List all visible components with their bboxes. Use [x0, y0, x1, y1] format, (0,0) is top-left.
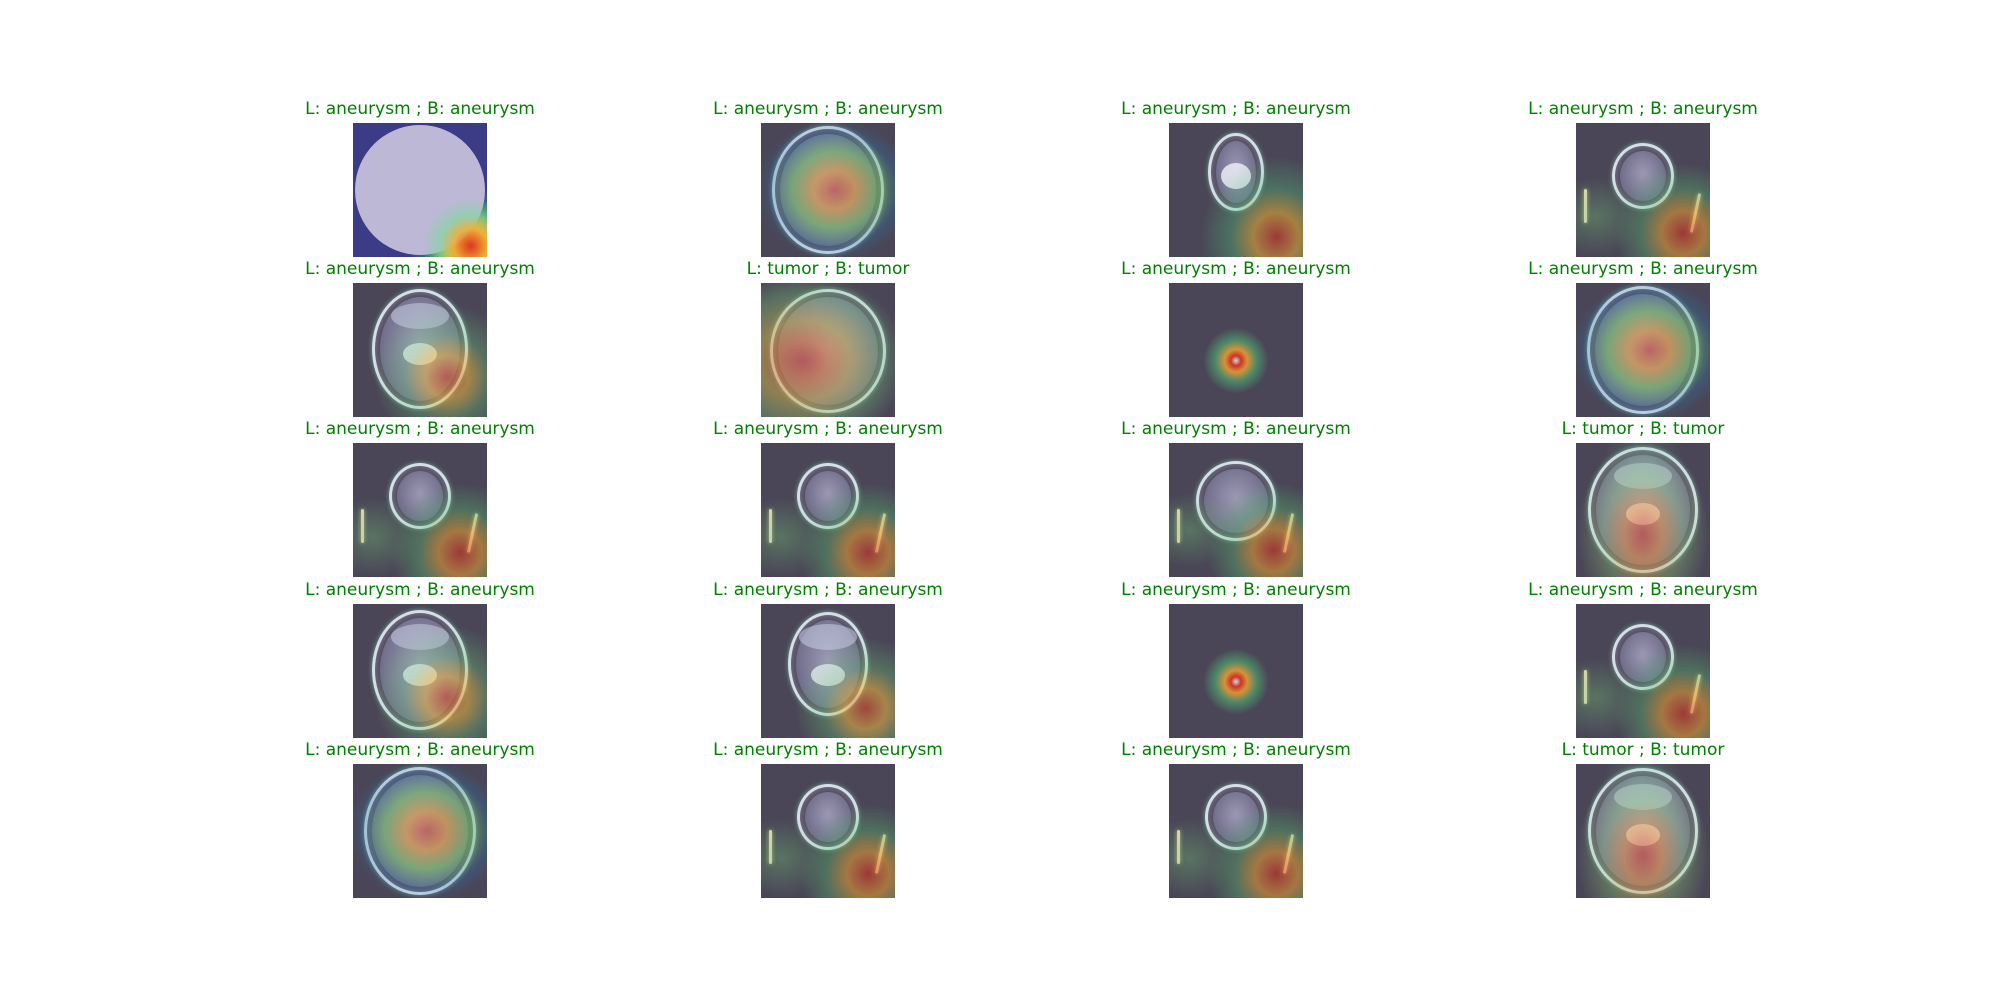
ct-heatmap-image [353, 123, 487, 257]
ct-heatmap-image [1576, 604, 1710, 738]
panel: L: aneurysm ; B: aneurysm [1036, 417, 1436, 577]
ct-heatmap-image [761, 123, 895, 257]
panel-caption: L: tumor ; B: tumor [1561, 419, 1725, 439]
panel-caption: L: aneurysm ; B: aneurysm [713, 580, 943, 600]
panel-caption: L: aneurysm ; B: aneurysm [1121, 580, 1351, 600]
heatmap-overlay [353, 443, 487, 577]
panel-caption: L: aneurysm ; B: aneurysm [305, 580, 535, 600]
panel: L: aneurysm ; B: aneurysm [628, 417, 1028, 577]
ct-heatmap-image [1576, 443, 1710, 577]
heatmap-overlay [761, 604, 895, 738]
panel: L: aneurysm ; B: aneurysm [1036, 257, 1436, 417]
ct-heatmap-image [1576, 123, 1710, 257]
panel-caption: L: tumor ; B: tumor [746, 259, 910, 279]
panel-caption: L: aneurysm ; B: aneurysm [1121, 419, 1351, 439]
panel-caption: L: aneurysm ; B: aneurysm [305, 259, 535, 279]
heatmap-overlay [353, 764, 487, 898]
panel-caption: L: aneurysm ; B: aneurysm [713, 740, 943, 760]
panel: L: aneurysm ; B: aneurysm [220, 417, 620, 577]
heatmap-overlay [353, 123, 487, 257]
ct-heatmap-image [761, 764, 895, 898]
panel-caption: L: aneurysm ; B: aneurysm [305, 740, 535, 760]
panel-caption: L: aneurysm ; B: aneurysm [305, 99, 535, 119]
panel-caption: L: aneurysm ; B: aneurysm [1528, 99, 1758, 119]
panel: L: aneurysm ; B: aneurysm [1036, 578, 1436, 738]
heatmap-overlay [1169, 123, 1303, 257]
ct-heatmap-image [761, 283, 895, 417]
heatmap-overlay [1169, 443, 1303, 577]
ct-heatmap-image [1169, 283, 1303, 417]
panel: L: aneurysm ; B: aneurysm [1443, 578, 1843, 738]
panel: L: aneurysm ; B: aneurysm [628, 738, 1028, 898]
panel: L: aneurysm ; B: aneurysm [628, 97, 1028, 257]
heatmap-overlay [1169, 283, 1303, 417]
panel: L: aneurysm ; B: aneurysm [1443, 97, 1843, 257]
heatmap-overlay [1169, 604, 1303, 738]
panel: L: aneurysm ; B: aneurysm [220, 97, 620, 257]
ct-heatmap-image [761, 443, 895, 577]
panel-caption: L: aneurysm ; B: aneurysm [713, 99, 943, 119]
heatmap-overlay [1576, 443, 1710, 577]
panel-caption: L: aneurysm ; B: aneurysm [713, 419, 943, 439]
heatmap-overlay [761, 764, 895, 898]
heatmap-overlay [761, 283, 895, 417]
ct-heatmap-image [1169, 123, 1303, 257]
panel-caption: L: aneurysm ; B: aneurysm [1528, 259, 1758, 279]
heatmap-overlay [1169, 764, 1303, 898]
heatmap-overlay [1576, 764, 1710, 898]
ct-heatmap-image [1576, 283, 1710, 417]
panel: L: aneurysm ; B: aneurysm [220, 738, 620, 898]
heatmap-overlay [761, 123, 895, 257]
panel-caption: L: tumor ; B: tumor [1561, 740, 1725, 760]
heatmap-overlay [1576, 283, 1710, 417]
panel-caption: L: aneurysm ; B: aneurysm [1121, 259, 1351, 279]
ct-heatmap-image [353, 604, 487, 738]
ct-heatmap-image [1169, 764, 1303, 898]
panel: L: aneurysm ; B: aneurysm [1443, 257, 1843, 417]
heatmap-overlay [761, 443, 895, 577]
panel: L: tumor ; B: tumor [1443, 417, 1843, 577]
ct-heatmap-image [1576, 764, 1710, 898]
heatmap-overlay [353, 604, 487, 738]
panel: L: aneurysm ; B: aneurysm [628, 578, 1028, 738]
ct-heatmap-image [353, 764, 487, 898]
ct-heatmap-image [1169, 604, 1303, 738]
ct-heatmap-image [353, 443, 487, 577]
panel-caption: L: aneurysm ; B: aneurysm [305, 419, 535, 439]
ct-heatmap-image [1169, 443, 1303, 577]
panel: L: aneurysm ; B: aneurysm [220, 578, 620, 738]
panel: L: aneurysm ; B: aneurysm [220, 257, 620, 417]
panel-caption: L: aneurysm ; B: aneurysm [1121, 99, 1351, 119]
panel: L: aneurysm ; B: aneurysm [1036, 738, 1436, 898]
panel: L: aneurysm ; B: aneurysm [1036, 97, 1436, 257]
heatmap-overlay [1576, 604, 1710, 738]
ct-heatmap-image [353, 283, 487, 417]
panel-caption: L: aneurysm ; B: aneurysm [1528, 580, 1758, 600]
heatmap-overlay [1576, 123, 1710, 257]
heatmap-overlay [353, 283, 487, 417]
ct-heatmap-image [761, 604, 895, 738]
panel: L: tumor ; B: tumor [1443, 738, 1843, 898]
panel: L: tumor ; B: tumor [628, 257, 1028, 417]
panel-caption: L: aneurysm ; B: aneurysm [1121, 740, 1351, 760]
